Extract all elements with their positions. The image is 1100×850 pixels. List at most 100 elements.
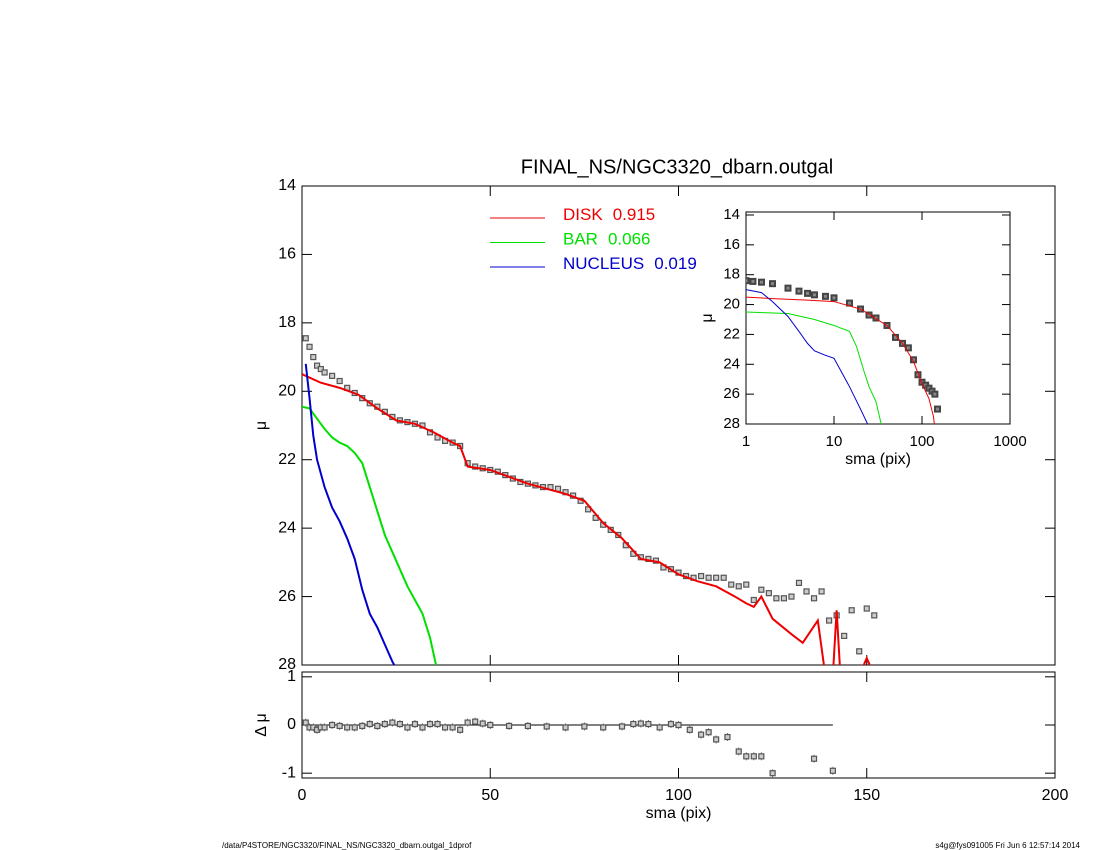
- data-point: [359, 722, 366, 730]
- data-point: [810, 595, 818, 602]
- data-point: [464, 719, 471, 726]
- x-tick-label: 1000: [993, 433, 1026, 450]
- y-tick-label: 16: [723, 236, 740, 253]
- data-point: [472, 718, 479, 725]
- data-point: [769, 770, 776, 777]
- data-point: [637, 720, 644, 727]
- data-point: [645, 720, 652, 728]
- data-point: [374, 722, 381, 730]
- legend-label: NUCLEUS 0.019: [563, 254, 697, 273]
- legend-fraction: 0.019: [654, 254, 697, 273]
- data-point: [810, 291, 818, 299]
- data-point: [306, 343, 313, 350]
- data-point: [749, 277, 757, 285]
- data-point: [871, 612, 878, 619]
- data-point: [872, 314, 880, 322]
- data-point: [697, 572, 705, 580]
- y-tick-label: 22: [278, 451, 296, 468]
- data-point: [804, 289, 812, 297]
- data-point: [543, 723, 550, 730]
- data-point: [381, 720, 388, 728]
- data-point: [856, 648, 863, 655]
- data-point: [434, 720, 441, 728]
- model-line: [302, 373, 871, 665]
- data-point: [830, 294, 838, 302]
- data-point: [310, 353, 317, 361]
- data-point: [667, 720, 675, 728]
- data-point: [743, 753, 750, 760]
- data-point: [810, 755, 818, 762]
- y-tick-label: 26: [723, 385, 740, 402]
- y-tick-label: 20: [278, 383, 296, 400]
- legend-label: BAR 0.066: [563, 230, 651, 249]
- data-point: [505, 722, 513, 730]
- x-tick-label: 10: [826, 433, 843, 450]
- data-layer: [746, 277, 941, 424]
- legend-fraction: 0.915: [613, 205, 656, 224]
- y-tick-label: 24: [723, 355, 740, 372]
- data-point: [750, 596, 757, 604]
- data-point: [931, 390, 939, 398]
- data-point: [728, 581, 735, 588]
- data-point: [933, 405, 941, 413]
- data-point: [396, 720, 403, 728]
- y-axis-label: Δ μ: [253, 713, 270, 736]
- data-point: [336, 377, 343, 385]
- data-point: [344, 724, 351, 731]
- data-point: [366, 720, 373, 728]
- data-point: [713, 736, 720, 743]
- data-point: [329, 372, 336, 379]
- data-point: [904, 344, 912, 352]
- data-point: [780, 595, 788, 602]
- data-point: [441, 724, 449, 731]
- y-tick-label: 24: [278, 519, 296, 536]
- x-tick-label: 0: [298, 787, 307, 804]
- y-tick-label: 16: [278, 246, 296, 263]
- data-point: [803, 588, 810, 595]
- data-point: [329, 721, 336, 729]
- data-point: [743, 581, 750, 588]
- data-point: [758, 586, 765, 593]
- legend-name: DISK: [563, 205, 603, 224]
- data-point: [302, 719, 309, 726]
- model-line: [304, 363, 396, 665]
- data-point: [487, 721, 494, 729]
- y-tick-label: 28: [723, 415, 740, 432]
- data-point: [720, 574, 727, 581]
- data-point: [600, 724, 607, 731]
- model-line: [302, 405, 438, 665]
- data-point: [581, 723, 588, 730]
- data-point: [524, 722, 532, 730]
- data-point: [784, 284, 792, 292]
- y-tick-label: 0: [287, 716, 296, 733]
- data-point: [765, 590, 772, 597]
- footer-right: s4g@fys091005 Fri Jun 6 12:57:14 2014: [935, 841, 1080, 850]
- data-point: [479, 720, 486, 727]
- data-point: [788, 593, 795, 600]
- x-tick-label: 1: [742, 433, 750, 450]
- data-point: [562, 724, 569, 731]
- x-tick-label: 100: [665, 787, 692, 804]
- data-point: [411, 720, 419, 728]
- data-point: [321, 724, 328, 731]
- data-point: [449, 724, 456, 731]
- y-tick-label: 22: [723, 325, 740, 342]
- data-point: [829, 767, 836, 774]
- x-tick-label: 50: [481, 787, 499, 804]
- data-point: [746, 277, 750, 285]
- y-tick-label: 28: [278, 656, 296, 673]
- chart-title: FINAL_NS/NGC3320_dbarn.outgal: [521, 156, 833, 178]
- data-point: [768, 280, 776, 288]
- x-tick-label: 100: [909, 433, 934, 450]
- footer-left: /data/P4STORE/NGC3320/FINAL_NS/NGC3320_d…: [222, 841, 472, 850]
- legend-name: NUCLEUS: [563, 254, 644, 273]
- model-line: [746, 296, 935, 424]
- x-axis-label: sma (pix): [646, 805, 712, 822]
- data-point: [351, 724, 358, 731]
- data-point: [758, 753, 765, 760]
- data-point: [656, 724, 663, 731]
- data-point: [713, 574, 720, 581]
- y-tick-label: 14: [723, 206, 740, 223]
